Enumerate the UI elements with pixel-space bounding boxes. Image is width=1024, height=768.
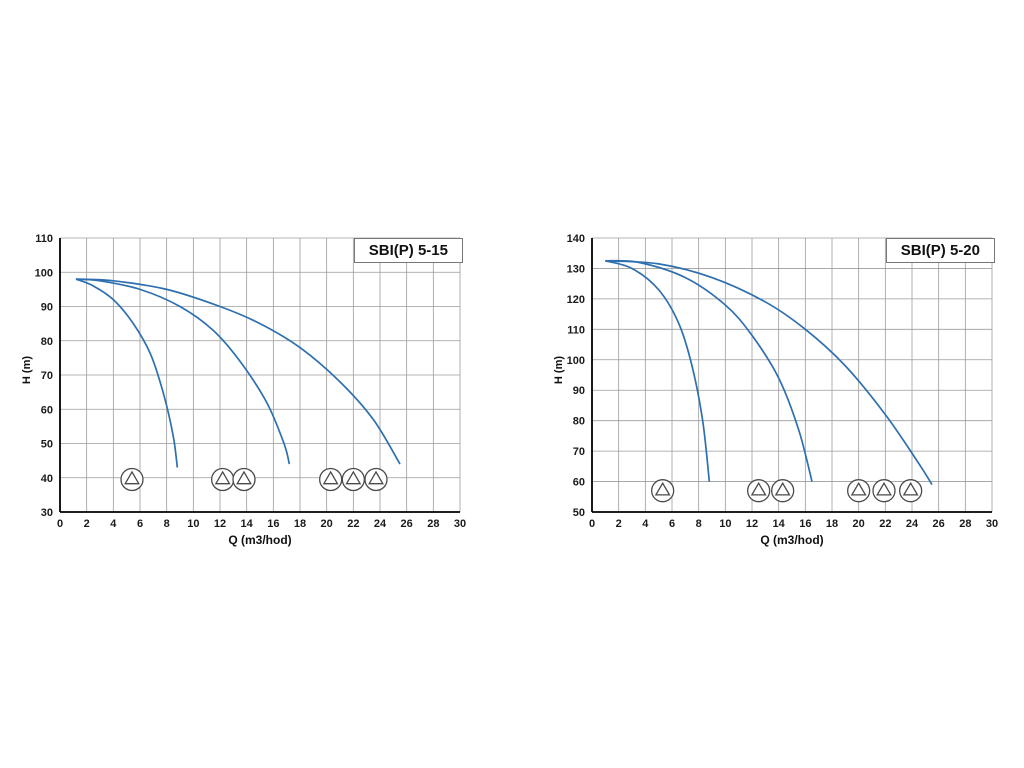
svg-text:110: 110 xyxy=(35,233,53,245)
pump-icon xyxy=(847,479,871,503)
svg-text:6: 6 xyxy=(137,518,143,530)
pump-curve-chart-sbip-5-15: 0 2 4 6 8 10 12 14 16 18 20 22 24 26 28 30 30 40 50 60 70 80 9… xyxy=(18,228,478,548)
svg-text:22: 22 xyxy=(347,518,359,530)
2-pump-curve xyxy=(605,259,813,482)
svg-text:20: 20 xyxy=(321,518,333,530)
svg-text:28: 28 xyxy=(427,518,439,530)
pump-icon xyxy=(899,479,923,503)
svg-text:110: 110 xyxy=(567,324,585,336)
3-pump-curve xyxy=(605,259,933,486)
pump-icon xyxy=(120,467,144,492)
pump-curve-chart-sbip-5-20: 0 2 4 6 8 10 12 14 16 18 20 22 24 26 28 30 50 60 70 80 90 100… xyxy=(550,228,1010,548)
svg-text:30: 30 xyxy=(454,518,466,530)
svg-text:6: 6 xyxy=(669,518,675,530)
2-pump-curve xyxy=(75,278,291,465)
svg-text:4: 4 xyxy=(642,518,649,530)
pump-icon xyxy=(771,479,795,503)
svg-text:70: 70 xyxy=(573,446,585,458)
svg-text:2: 2 xyxy=(616,518,622,530)
y-axis-label: H (m) xyxy=(553,355,565,385)
svg-text:30: 30 xyxy=(986,518,998,530)
pump-icon xyxy=(872,479,896,503)
svg-text:8: 8 xyxy=(164,518,170,530)
svg-text:50: 50 xyxy=(41,439,53,451)
svg-text:10: 10 xyxy=(187,518,199,530)
svg-text:14: 14 xyxy=(773,518,786,530)
svg-text:0: 0 xyxy=(589,518,595,530)
chart-title: SBI(P) 5-15 xyxy=(353,238,463,263)
svg-text:90: 90 xyxy=(573,385,585,397)
svg-text:100: 100 xyxy=(35,267,53,279)
svg-text:24: 24 xyxy=(374,518,387,530)
svg-text:12: 12 xyxy=(214,518,226,530)
svg-text:140: 140 xyxy=(567,233,585,245)
3-pump-curve xyxy=(75,278,401,465)
pump-icon xyxy=(651,479,675,503)
svg-text:120: 120 xyxy=(567,294,585,306)
svg-text:4: 4 xyxy=(110,518,117,530)
pump-icon xyxy=(232,467,256,492)
svg-text:14: 14 xyxy=(241,518,254,530)
x-axis-label: Q (m3/hod) xyxy=(228,533,292,547)
chart-plot-area: 0 2 4 6 8 10 12 14 16 18 20 22 24 26 28 305060708090100… xyxy=(567,233,998,530)
svg-text:26: 26 xyxy=(933,518,945,530)
svg-text:24: 24 xyxy=(906,518,919,530)
svg-text:26: 26 xyxy=(401,518,413,530)
pump-icon xyxy=(319,467,343,492)
svg-text:60: 60 xyxy=(41,404,53,416)
svg-text:80: 80 xyxy=(573,416,585,428)
svg-text:20: 20 xyxy=(853,518,865,530)
svg-text:70: 70 xyxy=(41,370,53,382)
svg-text:18: 18 xyxy=(826,518,838,530)
svg-text:18: 18 xyxy=(294,518,306,530)
svg-text:130: 130 xyxy=(567,263,585,275)
pump-icon xyxy=(747,479,771,503)
svg-text:16: 16 xyxy=(799,518,811,530)
svg-text:50: 50 xyxy=(573,507,585,519)
svg-text:16: 16 xyxy=(267,518,279,530)
1-pump-curve xyxy=(605,260,711,482)
pump-icon xyxy=(211,467,235,492)
pump-icon xyxy=(364,467,388,492)
chart-plot-area: 0 2 4 6 8 10 12 14 16 18 20 22 24 26 28 303040506070809… xyxy=(35,233,466,530)
svg-text:22: 22 xyxy=(879,518,891,530)
pump-icon xyxy=(341,467,365,492)
svg-text:28: 28 xyxy=(959,518,971,530)
svg-text:30: 30 xyxy=(41,507,53,519)
svg-text:2: 2 xyxy=(84,518,90,530)
chart-title: SBI(P) 5-20 xyxy=(885,238,995,263)
svg-text:60: 60 xyxy=(573,477,585,489)
svg-text:0: 0 xyxy=(57,518,63,530)
svg-text:40: 40 xyxy=(41,473,53,485)
svg-text:10: 10 xyxy=(719,518,731,530)
x-axis-label: Q (m3/hod) xyxy=(760,533,824,547)
y-axis-label: H (m) xyxy=(21,355,33,385)
svg-text:80: 80 xyxy=(41,336,53,348)
svg-text:90: 90 xyxy=(41,302,53,314)
svg-text:12: 12 xyxy=(746,518,758,530)
svg-text:8: 8 xyxy=(696,518,702,530)
svg-text:100: 100 xyxy=(567,355,585,367)
1-pump-curve xyxy=(75,278,179,468)
